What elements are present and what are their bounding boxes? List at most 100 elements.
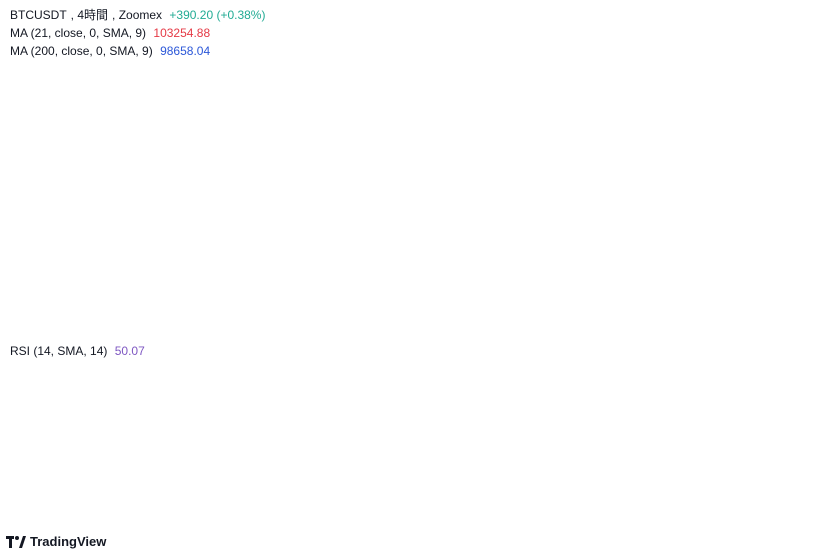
candle-body <box>495 90 500 95</box>
x-tick-label: 29 <box>703 507 715 519</box>
candle-body <box>491 90 497 129</box>
candle-body <box>242 158 248 171</box>
candle <box>614 92 619 104</box>
ma200-line <box>3 184 673 209</box>
candle <box>194 196 199 226</box>
candle <box>157 215 162 239</box>
candle-body <box>12 244 18 264</box>
legend-ma200[interactable]: MA (200, close, 0, SMA, 9) 98658.04 <box>10 43 214 59</box>
candle-body <box>198 200 203 211</box>
rsi-tick-label: 70.00 <box>755 367 783 379</box>
candle <box>346 83 352 117</box>
legend-rsi[interactable]: RSI (14, SMA, 14) 50.07 <box>10 343 149 359</box>
candle <box>421 69 426 92</box>
x-tick-label: 17 <box>257 507 269 519</box>
candle <box>261 116 266 147</box>
tradingview-logo[interactable]: TradingView <box>6 534 106 549</box>
candle-body <box>291 110 296 132</box>
candle <box>632 148 638 192</box>
candle <box>120 241 125 258</box>
candle <box>250 154 255 175</box>
candle-body <box>205 180 211 211</box>
candle-body <box>46 234 51 247</box>
candle <box>8 252 14 270</box>
candle-body <box>305 106 311 117</box>
candle <box>473 112 478 140</box>
candle <box>272 88 277 126</box>
candle <box>291 106 296 137</box>
candle-body <box>112 241 118 246</box>
candle <box>235 146 240 163</box>
candle <box>565 90 571 110</box>
price-tag-text: 102980.50 <box>755 122 807 134</box>
candle-body <box>105 241 110 246</box>
candle-body <box>324 97 329 121</box>
ma200-value: 98658.04 <box>160 44 211 58</box>
candle-body <box>643 159 649 186</box>
symbol-label[interactable]: BTCUSDT <box>10 8 67 22</box>
candle-body <box>662 127 667 133</box>
candle-body <box>157 225 162 234</box>
y-tick-label: 98000.00 <box>755 190 801 202</box>
candle-body <box>253 140 259 160</box>
candle <box>476 122 482 144</box>
candle-body <box>176 201 181 209</box>
candle-body <box>38 234 44 249</box>
x-tick-label: 25 <box>555 507 567 519</box>
rsi-tick-label: 80.00 <box>755 336 783 348</box>
candle <box>380 34 385 84</box>
candle-body <box>83 240 88 243</box>
rsi-band <box>0 371 750 496</box>
candle-body <box>94 235 99 242</box>
candle-body <box>1 256 6 261</box>
y-tick-label: 110000.00 <box>755 27 806 39</box>
candle-body <box>569 99 574 106</box>
candle-body <box>216 161 222 171</box>
candle-body <box>606 99 612 103</box>
candle <box>57 237 62 264</box>
candle <box>447 91 452 110</box>
candle-body <box>64 241 70 243</box>
x-tick-label: 13 <box>109 507 121 519</box>
timeframe-label[interactable]: 4時間 <box>77 8 109 22</box>
candle <box>101 227 107 247</box>
candle-body <box>361 121 367 149</box>
brand-label: TradingView <box>30 534 107 549</box>
candle <box>142 234 148 284</box>
ma21-label: MA (21, close, 0, SMA, 9) <box>10 26 147 40</box>
candle-body <box>421 73 426 87</box>
candle-body <box>391 97 396 121</box>
y-tick-label: 108000.00 <box>755 54 807 66</box>
candle <box>361 114 367 156</box>
candle-body <box>317 97 322 117</box>
candle <box>495 72 500 96</box>
candle-body <box>476 133 482 138</box>
candle-body <box>640 185 645 187</box>
candle-body <box>57 241 62 260</box>
candle-body <box>632 156 638 187</box>
candle <box>428 76 433 92</box>
candle <box>168 195 173 219</box>
candle <box>68 237 73 251</box>
exchange-label: Zoomex <box>118 8 163 22</box>
x-tick-label: 15 <box>183 507 195 519</box>
candle-body <box>250 159 255 171</box>
candle-body <box>231 152 237 170</box>
candle-body <box>138 270 144 281</box>
candle <box>38 230 44 256</box>
candle-body <box>124 250 129 295</box>
candle-body <box>595 97 600 102</box>
candle-body <box>335 101 341 115</box>
candle <box>205 176 211 216</box>
y-tick-label: 104000.00 <box>755 108 807 120</box>
legend-ma21[interactable]: MA (21, close, 0, SMA, 9) 103254.88 <box>10 25 214 41</box>
candle <box>398 106 404 129</box>
y-tick-label: 96000.00 <box>755 217 801 229</box>
rsi-tick-label: 50.00 <box>755 429 783 441</box>
candle-body <box>187 211 192 221</box>
candle <box>83 233 88 247</box>
candle-body <box>513 88 519 103</box>
candle <box>651 151 656 177</box>
candle <box>391 83 396 125</box>
